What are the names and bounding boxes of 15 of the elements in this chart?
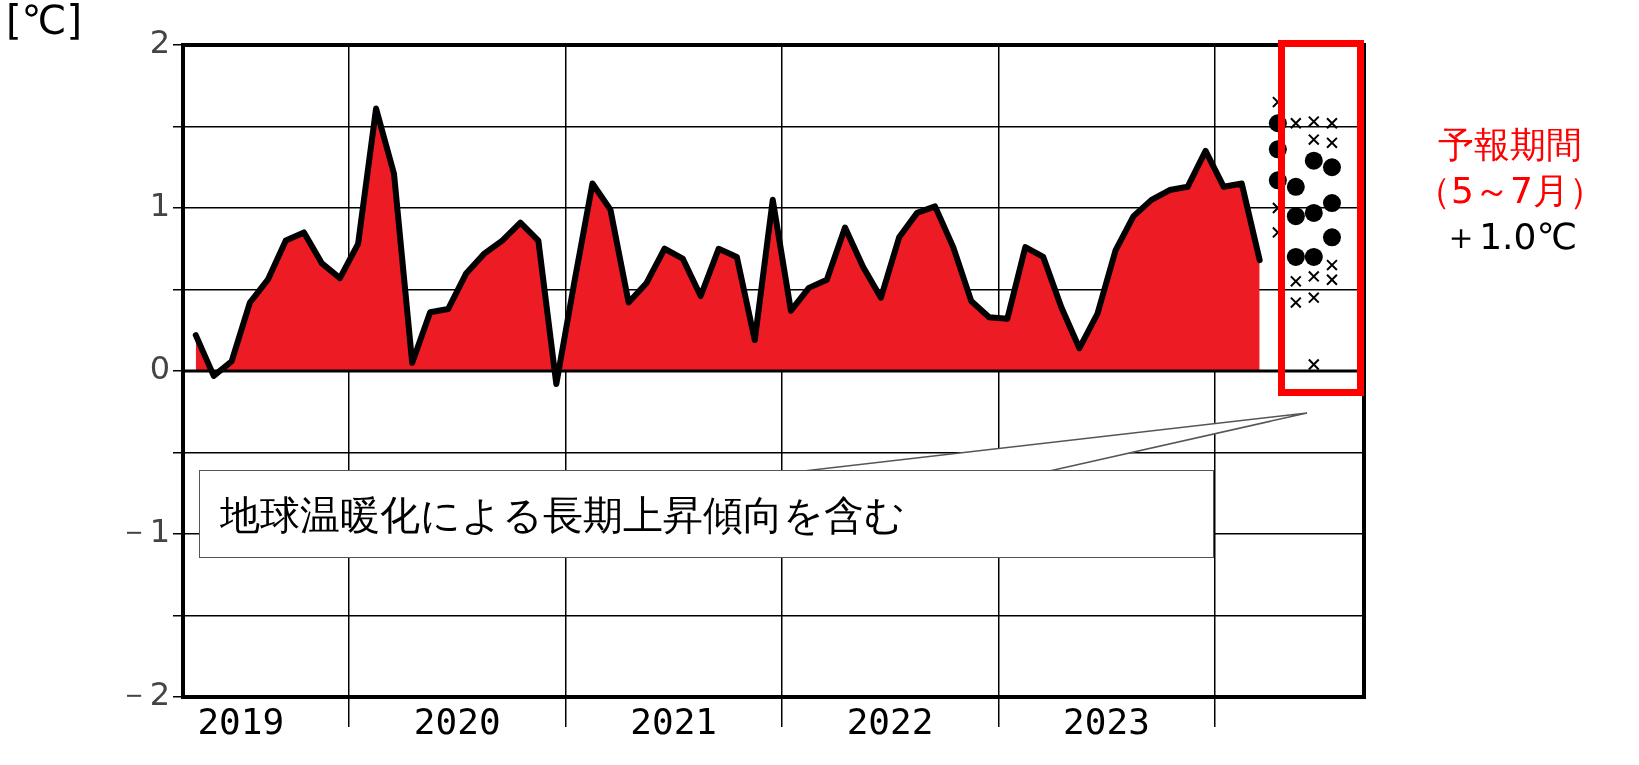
y-tick-label: －2	[117, 675, 170, 714]
x-tick-label: 2023	[1063, 700, 1150, 742]
text: 予報期間（5～7月）	[1414, 123, 1606, 213]
y-tick-label: －1	[117, 512, 170, 551]
x-tick-label: 2019	[197, 700, 285, 742]
text: ＋1.0℃	[1442, 215, 1578, 259]
x-tick-label: 2021	[630, 700, 717, 742]
y-tick-label: 0	[149, 349, 170, 388]
x-tick-label: 2022	[846, 700, 934, 742]
x-tick-label: 2020	[413, 700, 501, 742]
callout: 地球温暖化による長期上昇傾向を含む	[199, 410, 1309, 560]
y-tick-label: 2	[149, 23, 170, 62]
y-axis-title: [℃]	[6, 0, 83, 44]
y-tick-label: 1	[149, 186, 170, 225]
annotation: 地球温暖化による長期上昇傾向を含む	[199, 470, 1214, 558]
